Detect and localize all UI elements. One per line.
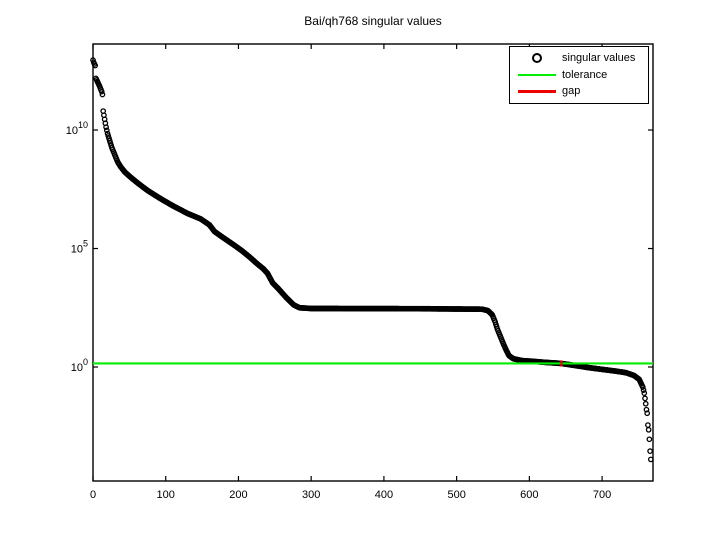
x-tick-label: 500 [447, 489, 465, 501]
chart-title: Bai/qh768 singular values [304, 14, 442, 28]
data-point-marker [645, 422, 651, 428]
x-tick-label: 700 [593, 489, 611, 501]
legend-item-tolerance: tolerance [510, 67, 648, 84]
axes-box [92, 43, 654, 482]
data-point-marker [641, 390, 648, 396]
singular-values-series [90, 57, 654, 463]
data-point-marker [643, 406, 650, 413]
legend-label: gap [562, 85, 581, 98]
x-tick-label: 600 [520, 489, 538, 501]
legend-label: tolerance [562, 68, 608, 81]
y-tick-label: 1010 [66, 120, 88, 137]
data-point-marker [99, 91, 106, 98]
data-point-marker [103, 127, 110, 134]
data-point-marker [644, 410, 651, 417]
legend-item-singular-values: singular values [510, 50, 648, 67]
legend-item-gap: gap [510, 83, 648, 100]
data-point-marker [646, 436, 653, 443]
x-axis-ticks: 0 100 200 300 400 500 600 700 [90, 44, 611, 501]
tolerance-line-icon [518, 73, 556, 77]
data-point-marker [98, 88, 105, 95]
legend-swatch [518, 73, 556, 77]
x-tick-label: 200 [229, 489, 247, 501]
legend: singular values tolerance gap [509, 46, 649, 104]
data-point-marker [642, 400, 649, 407]
y-tick-label: 100 [71, 357, 88, 374]
data-point-marker [92, 62, 99, 69]
y-axis-ticks: 1010 105 100 [66, 120, 653, 374]
data-point-marker [645, 426, 652, 433]
x-tick-label: 300 [302, 489, 320, 501]
circle-marker-icon [532, 53, 542, 64]
gap-line-icon [518, 90, 556, 93]
legend-swatch [518, 53, 556, 64]
x-tick-label: 100 [157, 489, 175, 501]
legend-label: singular values [562, 51, 636, 64]
x-tick-label: 400 [375, 489, 393, 501]
data-point-marker [103, 124, 109, 131]
data-point-marker [642, 395, 648, 402]
x-tick-label: 0 [90, 489, 96, 501]
y-tick-label: 105 [71, 239, 88, 256]
legend-swatch [518, 90, 556, 93]
data-point-marker [640, 387, 647, 393]
data-point-marker [647, 448, 653, 454]
data-point-marker [639, 384, 646, 390]
data-point-marker [647, 456, 654, 463]
